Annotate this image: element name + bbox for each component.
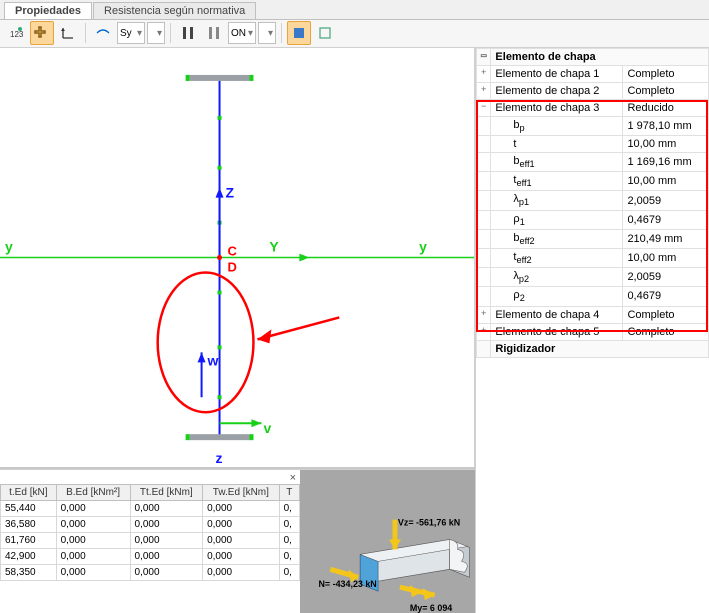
expand-icon[interactable]: + xyxy=(477,323,491,340)
dropdown-empty[interactable]: ▾ xyxy=(147,22,165,44)
table-row[interactable]: 58,3500,0000,0000,0000, xyxy=(1,564,300,580)
table-row[interactable]: 61,7600,0000,0000,0000, xyxy=(1,532,300,548)
param-label: beff1 xyxy=(491,153,623,172)
tree-row[interactable]: Elemento de chapa 1 xyxy=(491,65,623,82)
param-label: λp1 xyxy=(491,191,623,210)
tree-row[interactable]: Elemento de chapa 4 xyxy=(491,306,623,323)
param-label: teff1 xyxy=(491,172,623,191)
tabstrip: Propiedades Resistencia según normativa xyxy=(0,0,709,20)
tab-propiedades[interactable]: Propiedades xyxy=(4,2,92,19)
tree-val: Completo xyxy=(623,323,709,340)
svg-text:N= -434,23 kN: N= -434,23 kN xyxy=(318,579,376,589)
tool-stress-icon[interactable] xyxy=(91,21,115,45)
param-val: 0,4679 xyxy=(623,210,709,229)
param-val: 10,00 mm xyxy=(623,172,709,191)
collapse-icon[interactable]: − xyxy=(477,99,491,116)
param-label: teff2 xyxy=(491,248,623,267)
dropdown-on[interactable]: ON▾ xyxy=(228,22,256,44)
param-val: 1 169,16 mm xyxy=(623,153,709,172)
svg-text:z: z xyxy=(216,450,223,466)
results-grid[interactable]: t.Ed [kN] B.Ed [kNm²] Tt.Ed [kNm] Tw.Ed … xyxy=(0,484,300,581)
tree-row[interactable]: Elemento de chapa 3 xyxy=(491,99,623,116)
table-row[interactable]: 55,4400,0000,0000,0000, xyxy=(1,500,300,516)
param-label: bp xyxy=(491,116,623,135)
dropdown-sy[interactable]: Sy▾ xyxy=(117,22,145,44)
section-canvas[interactable]: y Yy Zz CDw v xyxy=(0,48,475,467)
tool-section-shape-icon[interactable] xyxy=(30,21,54,45)
expand-icon[interactable]: + xyxy=(477,306,491,323)
col-twed[interactable]: Tw.Ed [kNm] xyxy=(203,484,280,500)
svg-text:Y: Y xyxy=(269,238,279,254)
expand-icon[interactable]: + xyxy=(477,82,491,99)
param-label: beff2 xyxy=(491,229,623,248)
tree-val: Completo xyxy=(623,306,709,323)
close-icon[interactable]: × xyxy=(290,472,296,484)
col-ted[interactable]: t.Ed [kN] xyxy=(1,484,57,500)
tool-mode-b-icon[interactable] xyxy=(202,21,226,45)
expand-icon[interactable]: + xyxy=(477,65,491,82)
expand-icon[interactable]: ▭ xyxy=(477,48,491,65)
properties-tree[interactable]: ▭Elemento de chapa +Elemento de chapa 1C… xyxy=(476,48,709,358)
tree-rigidizador: Rigidizador xyxy=(491,340,709,357)
param-val: 0,4679 xyxy=(623,287,709,306)
table-row[interactable]: 36,5800,0000,0000,0000, xyxy=(1,516,300,532)
param-label: ρ2 xyxy=(491,287,623,306)
tool-extra-icon[interactable] xyxy=(313,21,337,45)
tree-val: Completo xyxy=(623,65,709,82)
param-label: λp2 xyxy=(491,268,623,287)
svg-text:My= 6 094: My= 6 094 xyxy=(410,603,452,613)
param-val: 10,00 mm xyxy=(623,248,709,267)
tree-header: Elemento de chapa xyxy=(491,48,709,65)
svg-text:v: v xyxy=(263,420,271,436)
param-val: 10,00 mm xyxy=(623,136,709,153)
results-table-pane: × t.Ed [kN] B.Ed [kNm²] Tt.Ed [kNm] Tw.E… xyxy=(0,470,300,613)
param-val: 210,49 mm xyxy=(623,229,709,248)
tab-resistencia[interactable]: Resistencia según normativa xyxy=(93,2,256,19)
col-tted[interactable]: Tt.Ed [kNm] xyxy=(130,484,203,500)
table-row[interactable]: 42,9000,0000,0000,0000, xyxy=(1,548,300,564)
tool-mode-a-icon[interactable] xyxy=(176,21,200,45)
tool-local-axes-icon[interactable] xyxy=(56,21,80,45)
svg-text:C: C xyxy=(228,243,238,258)
col-bed[interactable]: B.Ed [kNm²] xyxy=(56,484,130,500)
svg-text:123: 123 xyxy=(10,30,24,39)
dropdown-empty-2[interactable]: ▾ xyxy=(258,22,276,44)
toolbar: 123 Sy▾ ▾ ON▾ ▾ xyxy=(0,20,709,48)
tool-highlight-1-icon[interactable] xyxy=(287,21,311,45)
tool-numbering-icon[interactable]: 123 xyxy=(4,21,28,45)
svg-text:y: y xyxy=(419,238,427,254)
properties-tree-pane: ▭Elemento de chapa +Elemento de chapa 1C… xyxy=(475,48,709,613)
param-val: 2,0059 xyxy=(623,191,709,210)
param-label: ρ1 xyxy=(491,210,623,229)
svg-text:w: w xyxy=(207,352,219,368)
preview-3d[interactable]: N= -434,23 kN Vz= -561,76 kN My= 6 094 xyxy=(300,470,475,613)
tree-row[interactable]: Elemento de chapa 5 xyxy=(491,323,623,340)
svg-text:D: D xyxy=(228,259,237,274)
param-val: 1 978,10 mm xyxy=(623,116,709,135)
svg-text:y: y xyxy=(5,238,13,254)
svg-text:Z: Z xyxy=(226,185,235,201)
svg-text:Vz= -561,76 kN: Vz= -561,76 kN xyxy=(398,518,460,528)
tree-val: Reducido xyxy=(623,99,709,116)
tree-val: Completo xyxy=(623,82,709,99)
tree-row[interactable]: Elemento de chapa 2 xyxy=(491,82,623,99)
param-label: t xyxy=(491,136,623,153)
param-val: 2,0059 xyxy=(623,268,709,287)
col-t[interactable]: T xyxy=(279,484,299,500)
